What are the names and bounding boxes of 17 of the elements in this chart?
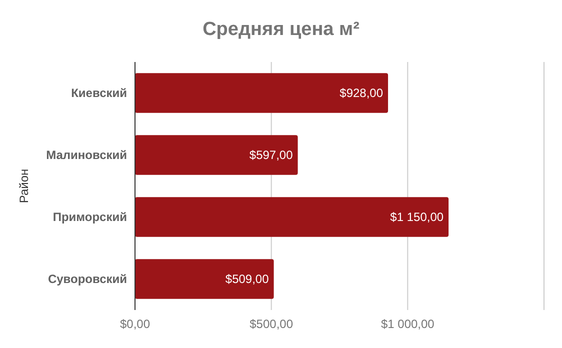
data-label: $597,00 [249, 148, 294, 162]
bar [135, 197, 449, 237]
data-label: $1 150,00 [390, 210, 444, 224]
y-tick-label: Малиновский [46, 148, 127, 162]
x-tick-label: $1 000,00 [380, 317, 435, 331]
y-tick-label: Приморский [52, 210, 127, 224]
bar [135, 259, 274, 299]
x-tick-label: $0,00 [120, 317, 150, 331]
y-axis-title: Район [17, 168, 31, 204]
chart-title: Средняя цена м² [202, 19, 360, 40]
y-tick-label: Киевский [71, 86, 127, 100]
bar [135, 73, 388, 113]
y-tick-label: Суворовский [48, 272, 127, 286]
data-label: $928,00 [340, 86, 384, 100]
bar [135, 135, 298, 175]
data-label: $509,00 [225, 272, 270, 286]
x-tick-label: $500,00 [250, 317, 294, 331]
